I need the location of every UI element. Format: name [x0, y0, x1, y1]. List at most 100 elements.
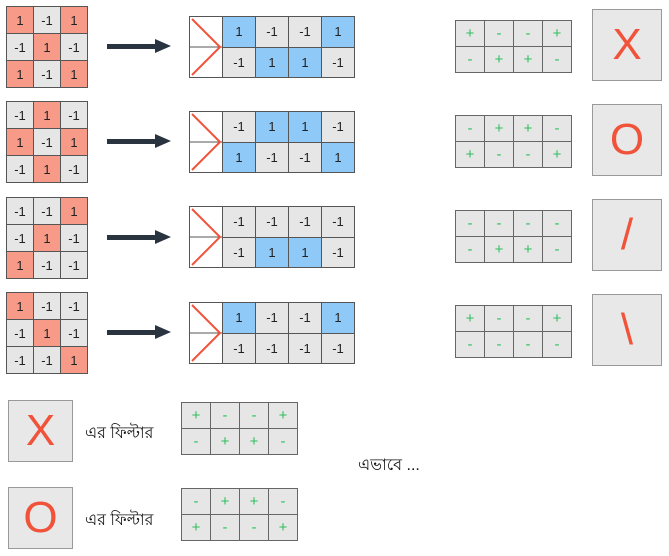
chevron-icon	[189, 16, 223, 78]
input-cell: -1	[6, 155, 34, 183]
output-grid: -1 1 1 -1 1 -1 -1 1	[189, 111, 355, 173]
output-cell: 1	[288, 111, 322, 143]
filter-cell: +	[542, 141, 572, 168]
input-cell: -1	[6, 101, 34, 129]
input-cell: -1	[60, 251, 88, 279]
output-cell: -1	[288, 16, 322, 48]
filter-cell: +	[239, 488, 269, 515]
output-grid: 1 -1 -1 1 -1 -1 -1 -1	[189, 302, 355, 364]
input-grid: -1 -1 1 -1 1 -1 1 -1 -1	[6, 197, 88, 279]
filter-cell: -	[268, 428, 298, 455]
filter-cell: -	[455, 210, 485, 237]
filter-cell: -	[542, 236, 572, 263]
filter-cell: +	[455, 305, 485, 332]
filter-cell: -	[513, 305, 543, 332]
input-cell: 1	[60, 197, 88, 225]
symbol-box: /	[592, 199, 662, 271]
chevron-icon	[189, 206, 223, 268]
output-cell: -1	[222, 111, 256, 143]
filter-cell: -	[239, 514, 269, 541]
input-cell: -1	[33, 6, 61, 34]
filter-label: এর ফিল্টার	[85, 512, 154, 529]
output-cell: 1	[288, 236, 322, 268]
input-cell: 1	[33, 101, 61, 129]
output-cell: -1	[321, 111, 355, 143]
input-grid: 1 -1 -1 -1 1 -1 -1 -1 1	[6, 292, 88, 374]
symbol-box: O	[592, 104, 662, 176]
filter-cell: -	[455, 46, 485, 73]
filter-cell: -	[542, 115, 572, 142]
chevron-icon	[189, 111, 223, 173]
filter-cell: +	[542, 20, 572, 47]
filter-cell: -	[210, 402, 240, 429]
filter-cell: +	[268, 402, 298, 429]
filter-cell: -	[455, 236, 485, 263]
input-cell: 1	[33, 155, 61, 183]
filter-cell: -	[239, 402, 269, 429]
arrow-right-icon	[107, 39, 171, 53]
input-grid: 1 -1 1 -1 1 -1 1 -1 1	[6, 6, 88, 88]
input-cell: -1	[33, 197, 61, 225]
output-cell: 1	[321, 16, 355, 48]
output-cell: -1	[288, 302, 322, 334]
output-cell: -1	[255, 141, 289, 173]
output-cell: 1	[222, 141, 256, 173]
output-cell: 1	[222, 16, 256, 48]
filter-cell: +	[542, 305, 572, 332]
output-cell: -1	[222, 206, 256, 238]
output-cell: -1	[288, 206, 322, 238]
input-cell: -1	[60, 33, 88, 61]
output-cell: -1	[255, 206, 289, 238]
output-cell: -1	[222, 46, 256, 78]
filter-cell: +	[181, 402, 211, 429]
output-cell: -1	[321, 46, 355, 78]
filter-grid: + - - + - + + -	[181, 402, 298, 455]
filter-cell: +	[513, 115, 543, 142]
filter-cell: +	[455, 20, 485, 47]
filter-cell: -	[542, 331, 572, 358]
filter-cell: +	[455, 141, 485, 168]
output-cell: 1	[321, 141, 355, 173]
filter-grid: - + + - + - - +	[181, 488, 298, 541]
input-cell: -1	[33, 292, 61, 320]
symbol-box: X	[592, 9, 662, 81]
filter-cell: -	[484, 305, 514, 332]
filter-grid: - - - - - + + -	[455, 210, 572, 263]
input-grid: -1 1 -1 1 -1 1 -1 1 -1	[6, 101, 88, 183]
input-cell: 1	[60, 346, 88, 374]
input-cell: -1	[6, 33, 34, 61]
output-cell: 1	[255, 46, 289, 78]
output-cell: 1	[255, 111, 289, 143]
filter-cell: -	[484, 20, 514, 47]
filter-grid: + - - + - - - -	[455, 305, 572, 358]
input-cell: 1	[33, 33, 61, 61]
filter-cell: -	[542, 46, 572, 73]
output-cell: 1	[321, 302, 355, 334]
filter-cell: -	[484, 331, 514, 358]
filter-cell: -	[268, 488, 298, 515]
input-cell: -1	[6, 319, 34, 347]
filter-grid: - + + - + - - +	[455, 115, 572, 168]
input-cell: -1	[33, 251, 61, 279]
output-cell: 1	[288, 46, 322, 78]
output-cell: -1	[255, 16, 289, 48]
chevron-icon	[189, 302, 223, 364]
output-cell: 1	[222, 302, 256, 334]
input-cell: 1	[6, 60, 34, 88]
symbol-box: O	[8, 487, 73, 549]
input-cell: -1	[6, 197, 34, 225]
input-cell: 1	[6, 6, 34, 34]
output-cell: -1	[288, 332, 322, 364]
filter-cell: -	[181, 428, 211, 455]
input-cell: -1	[60, 224, 88, 252]
input-cell: -1	[6, 224, 34, 252]
input-cell: 1	[60, 6, 88, 34]
output-cell: -1	[255, 332, 289, 364]
filter-cell: +	[239, 428, 269, 455]
output-cell: -1	[321, 332, 355, 364]
filter-cell: +	[210, 428, 240, 455]
filter-cell: -	[484, 210, 514, 237]
input-cell: -1	[60, 319, 88, 347]
input-cell: 1	[60, 128, 88, 156]
output-cell: -1	[288, 141, 322, 173]
